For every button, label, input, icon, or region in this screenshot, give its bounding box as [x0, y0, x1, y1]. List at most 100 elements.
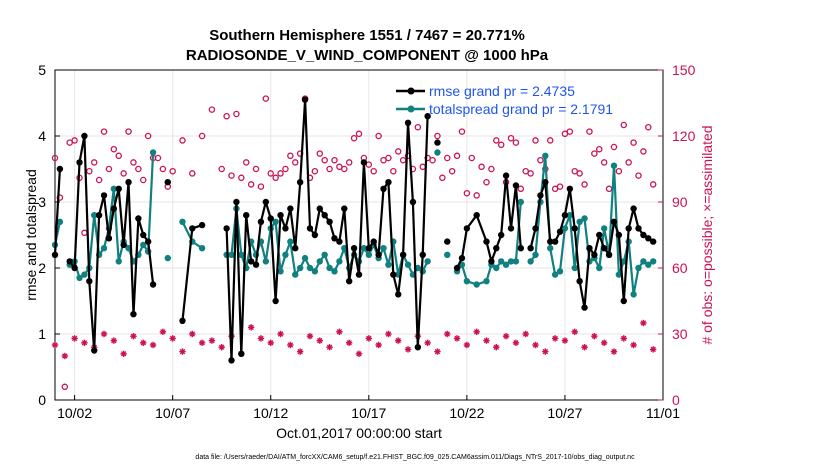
obs-assimilated-marker: [600, 339, 608, 346]
rmse-point: [527, 245, 534, 252]
totalspread-point: [424, 258, 431, 265]
obs-possible-marker: [100, 128, 108, 135]
obs-assimilated-marker: [444, 330, 451, 338]
obs-possible-marker: [287, 152, 294, 160]
rmse-point: [189, 225, 196, 232]
obs-assimilated-marker: [453, 335, 461, 342]
totalspread-point: [483, 278, 490, 285]
y-axis-right-ticks: 0 30 60 90 120 150: [658, 62, 696, 408]
rmse-point: [473, 212, 480, 219]
y-axis-left-label: rmse and totalspread: [23, 169, 39, 301]
obs-assimilated-marker: [385, 330, 392, 338]
y-right-tick-label: 90: [672, 194, 688, 210]
obs-assimilated-marker: [198, 339, 206, 346]
obs-assimilated-marker: [81, 339, 88, 346]
totalspread-point: [311, 268, 319, 275]
obs-assimilated-marker: [100, 330, 108, 338]
rmse-point: [390, 271, 397, 278]
rmse-point: [179, 317, 186, 324]
obs-possible-marker: [591, 150, 598, 157]
rmse-point: [233, 198, 240, 206]
totalspread-point: [198, 245, 206, 252]
obs-possible-marker: [419, 163, 426, 171]
rmse-point: [596, 231, 603, 239]
obs-assimilated-marker: [355, 350, 363, 357]
totalspread-point: [238, 251, 245, 258]
rmse-point: [125, 179, 132, 186]
obs-possible-marker: [223, 112, 230, 120]
y-axis-left-ticks: 0 1 2 3 4 5: [38, 62, 60, 408]
totalspread-point: [444, 251, 451, 258]
rmse-point: [350, 245, 358, 252]
obs-possible-marker: [473, 192, 480, 199]
obs-possible-marker: [135, 165, 142, 173]
obs-assimilated-marker: [610, 348, 618, 355]
rmse-point: [164, 179, 171, 186]
rmse-point: [605, 251, 613, 258]
obs-assimilated-marker: [159, 328, 167, 335]
obs-assimilated-marker: [551, 335, 559, 342]
obs-possible-marker: [282, 165, 289, 173]
obs-possible-marker: [218, 165, 225, 173]
rmse-point: [51, 251, 59, 258]
chart-title-line2: RADIOSONDE_V_WIND_COMPONENT @ 1000 hPa: [186, 47, 549, 64]
obs-possible-marker: [277, 170, 284, 177]
obs-possible-marker: [625, 159, 632, 166]
obs-possible-marker: [311, 167, 319, 175]
obs-assimilated-marker: [336, 328, 343, 335]
x-tick-label: 10/27: [547, 405, 582, 421]
obs-possible-marker: [649, 181, 657, 188]
obs-possible-marker: [345, 159, 353, 166]
obs-assimilated-marker: [404, 346, 412, 353]
y-right-tick-label: 120: [672, 128, 696, 144]
obs-possible-marker: [556, 183, 564, 190]
obs-possible-marker: [169, 167, 176, 175]
y-right-tick-label: 0: [672, 392, 680, 408]
totalspread-point: [110, 185, 118, 192]
rmse-point: [296, 179, 304, 186]
totalspread-point: [380, 245, 387, 252]
rmse-point: [414, 344, 422, 351]
obs-possible-marker: [355, 130, 363, 138]
obs-assimilated-marker: [326, 344, 333, 351]
totalspread-point: [649, 258, 657, 265]
rmse-point: [640, 231, 647, 239]
obs-possible-marker: [399, 156, 407, 164]
rmse-point: [419, 251, 426, 258]
totalspread-point: [321, 251, 328, 258]
totalspread-point: [365, 251, 373, 258]
rmse-point: [399, 251, 407, 258]
obs-assimilated-marker: [110, 337, 118, 344]
totalspread-point: [326, 264, 333, 272]
obs-possible-marker: [468, 154, 476, 162]
rmse-point: [243, 212, 250, 219]
totalspread-point: [76, 274, 83, 282]
obs-possible-marker: [341, 165, 348, 173]
obs-assimilated-marker: [169, 335, 176, 342]
rmse-point: [556, 228, 564, 235]
obs-possible-marker: [439, 174, 446, 182]
rmse-point: [95, 212, 103, 219]
obs-possible-marker: [414, 123, 422, 131]
totalspread-point: [571, 264, 578, 272]
obs-possible-marker: [321, 156, 328, 164]
obs-possible-marker: [247, 181, 255, 188]
plot-area-frame: [54, 69, 664, 401]
totalspread-point: [610, 162, 618, 169]
obs-possible-marker: [610, 143, 618, 151]
rmse-point: [502, 172, 510, 179]
rmse-point: [76, 159, 83, 166]
totalspread-point: [502, 261, 510, 268]
obs-possible-marker: [267, 170, 274, 177]
rmse-point: [135, 215, 142, 222]
obs-possible-marker: [434, 132, 441, 140]
y-right-tick-label: 60: [672, 260, 688, 276]
line-series: [51, 96, 657, 364]
obs-possible-marker: [95, 176, 103, 184]
rmse-point: [238, 350, 245, 357]
totalspread-point: [287, 238, 294, 245]
rmse-point: [341, 205, 348, 212]
obs-possible-marker: [272, 174, 279, 182]
totalspread-point: [272, 218, 279, 225]
